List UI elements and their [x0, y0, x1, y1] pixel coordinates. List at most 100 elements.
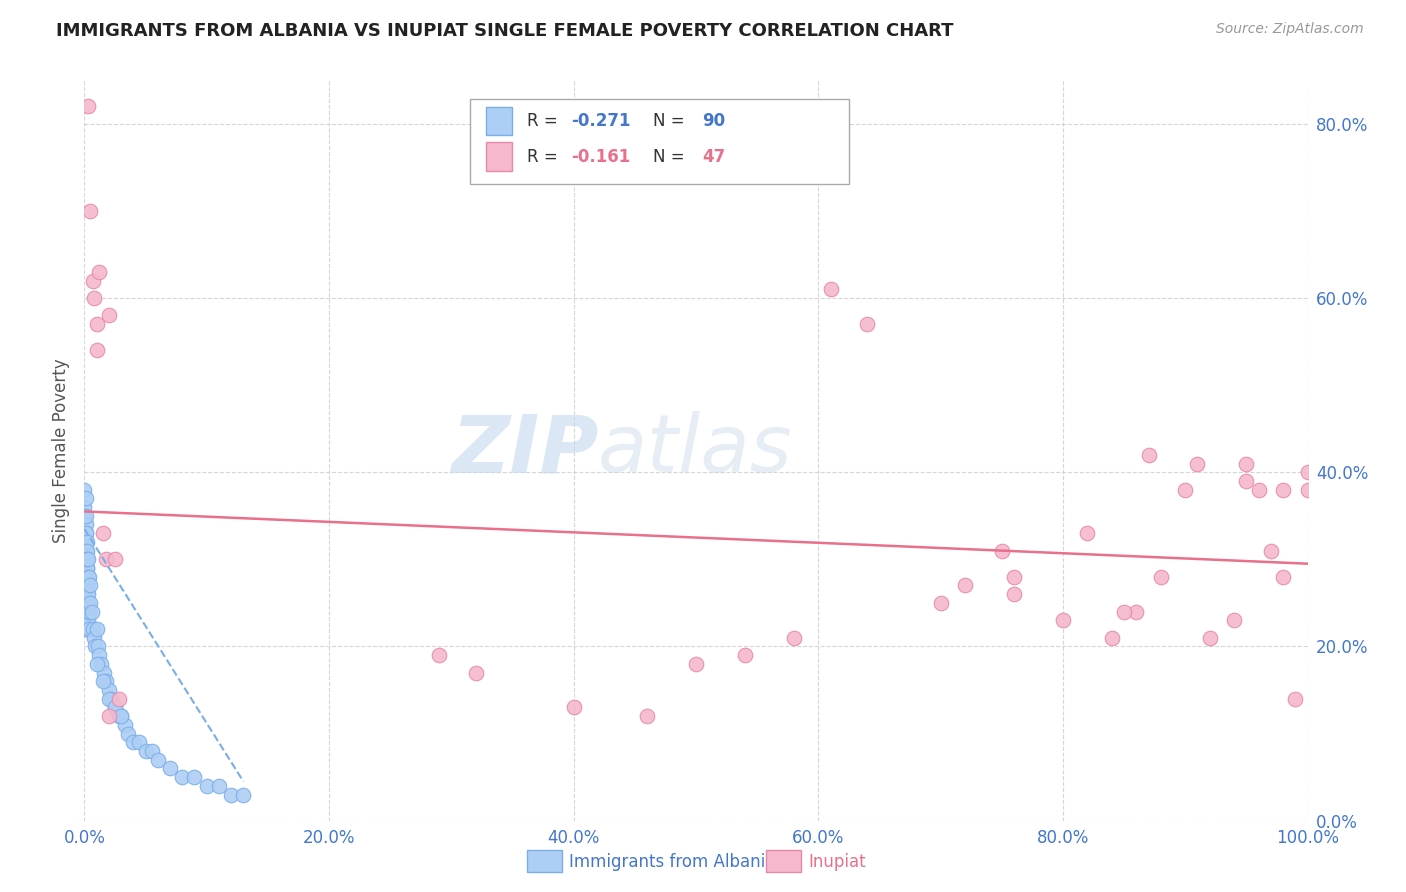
Point: [83, 291, 105, 305]
Point: [79, 596, 101, 610]
Point: [783, 631, 806, 645]
Point: [77, 99, 100, 113]
Point: [135, 744, 157, 758]
Point: [75, 508, 97, 523]
Point: [1125, 605, 1147, 619]
Point: [1223, 613, 1246, 627]
Point: [146, 753, 169, 767]
Text: atlas: atlas: [598, 411, 793, 490]
Point: [117, 726, 139, 740]
Point: [1284, 691, 1306, 706]
FancyBboxPatch shape: [485, 107, 513, 135]
Point: [183, 770, 205, 784]
Point: [1002, 587, 1025, 601]
Point: [96, 674, 118, 689]
Point: [76, 596, 98, 610]
Point: [73, 526, 96, 541]
Text: IMMIGRANTS FROM ALBANIA VS INUPIAT SINGLE FEMALE POVERTY CORRELATION CHART: IMMIGRANTS FROM ALBANIA VS INUPIAT SINGL…: [56, 22, 953, 40]
FancyBboxPatch shape: [470, 99, 849, 184]
Text: -0.271: -0.271: [571, 112, 631, 130]
Point: [86, 317, 108, 331]
Point: [75, 552, 97, 566]
Point: [107, 709, 129, 723]
Point: [1101, 631, 1123, 645]
Point: [76, 578, 98, 592]
Text: 90: 90: [702, 112, 725, 130]
Point: [562, 700, 585, 714]
Point: [87, 265, 110, 279]
Point: [75, 622, 97, 636]
Point: [1187, 457, 1209, 471]
Point: [76, 605, 98, 619]
Point: [1272, 483, 1295, 497]
Point: [1137, 448, 1160, 462]
Point: [76, 578, 98, 592]
Point: [100, 691, 122, 706]
Point: [96, 552, 118, 566]
Point: [91, 526, 114, 541]
Point: [219, 788, 242, 802]
Point: [427, 648, 450, 662]
Point: [87, 640, 110, 654]
Point: [1272, 570, 1295, 584]
Point: [75, 605, 97, 619]
Point: [685, 657, 707, 671]
Text: -0.161: -0.161: [571, 147, 630, 166]
Point: [97, 309, 120, 323]
Point: [82, 622, 104, 636]
Point: [76, 561, 98, 575]
Point: [734, 648, 756, 662]
Point: [195, 779, 218, 793]
Text: N =: N =: [654, 147, 690, 166]
Point: [86, 657, 108, 671]
Point: [73, 561, 96, 575]
Text: 47: 47: [702, 147, 725, 166]
Point: [73, 587, 96, 601]
Text: R =: R =: [527, 112, 564, 130]
Point: [159, 761, 181, 775]
Point: [1260, 543, 1282, 558]
Point: [110, 709, 132, 723]
Point: [79, 203, 101, 218]
Point: [76, 613, 98, 627]
Point: [820, 282, 842, 296]
Point: [79, 578, 101, 592]
Text: R =: R =: [527, 147, 564, 166]
Point: [1247, 483, 1270, 497]
Point: [75, 517, 97, 532]
Point: [75, 587, 97, 601]
Point: [84, 640, 107, 654]
Point: [76, 622, 98, 636]
Point: [1076, 526, 1098, 541]
Point: [93, 665, 115, 680]
Point: [1002, 570, 1025, 584]
Point: [104, 552, 127, 566]
Point: [75, 578, 97, 592]
Point: [77, 622, 100, 636]
Point: [76, 587, 98, 601]
Point: [856, 317, 879, 331]
Point: [73, 596, 96, 610]
Point: [83, 631, 105, 645]
Point: [75, 526, 97, 541]
Text: N =: N =: [654, 112, 690, 130]
Point: [97, 709, 120, 723]
Point: [77, 605, 100, 619]
Point: [75, 578, 97, 592]
Point: [80, 605, 103, 619]
Point: [91, 674, 114, 689]
Point: [76, 552, 98, 566]
Point: [75, 570, 97, 584]
Point: [1150, 570, 1173, 584]
Point: [77, 587, 100, 601]
Point: [75, 596, 97, 610]
Point: [1236, 474, 1258, 488]
Text: Immigrants from Albania: Immigrants from Albania: [569, 853, 776, 871]
Point: [75, 552, 97, 566]
Point: [75, 526, 97, 541]
Point: [77, 552, 100, 566]
Point: [128, 735, 150, 749]
Point: [75, 613, 97, 627]
Point: [141, 744, 163, 758]
Point: [991, 543, 1014, 558]
